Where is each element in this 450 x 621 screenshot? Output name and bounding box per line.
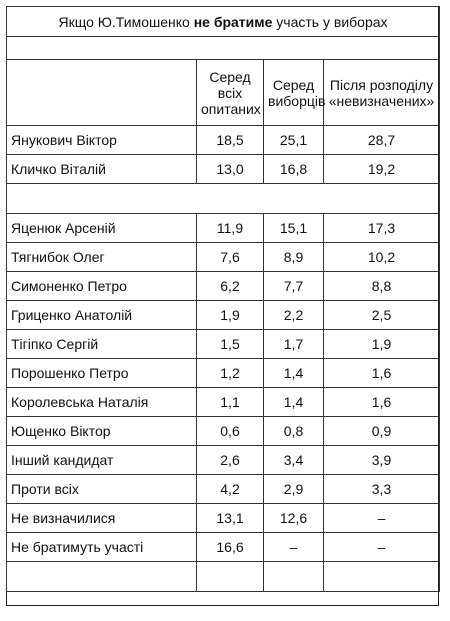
value-voters: 2,2 [263,300,324,330]
empty-row [6,561,441,592]
value-voters: 25,1 [263,125,324,155]
value-after-distribution: 1,9 [322,329,441,359]
table-row: Тягнибок Олег 7,6 8,9 10,2 [6,242,441,272]
value-voters: 0,8 [263,416,324,446]
value-after-distribution: 10,2 [322,242,441,272]
value-all-respondents: 16,6 [196,532,264,562]
title-suffix: участь у виборах [272,13,388,30]
value-after-distribution: 3,3 [322,474,441,504]
value-all-respondents: 13,0 [196,154,264,184]
value-voters: 1,4 [263,358,324,388]
value-after-distribution: 28,7 [322,125,441,155]
candidate-name: Ющенко Віктор [6,416,197,446]
value-voters: 8,9 [263,242,324,272]
candidate-name: Не братимуть участі [6,532,197,562]
column-header: Після розподілу «невизначених» [322,59,441,126]
table-row: Порошенко Петро 1,2 1,4 1,6 [6,358,441,388]
value-after-distribution: 1,6 [322,358,441,388]
column-header: Серед всіх опитаних [196,59,264,126]
value-all-respondents: 1,5 [196,329,264,359]
blank-row [5,36,441,60]
value-all-respondents: 6,2 [196,271,264,301]
table-row: Тігіпко Сергій 1,5 1,7 1,9 [6,329,441,359]
column-header: Серед виборців [263,59,325,126]
value-all-respondents: 1,9 [196,300,264,330]
value-after-distribution: 19,2 [322,154,441,184]
table-row: Симоненко Петро 6,2 7,7 8,8 [6,271,441,301]
value-all-respondents: 0,6 [196,416,264,446]
poll-table: Якщо Ю.Тимошенко не братиме участь у виб… [5,6,441,592]
value-voters: 2,9 [263,474,324,504]
value-all-respondents: 18,5 [196,125,264,155]
candidate-name: Інший кандидат [6,445,197,475]
table-row: Не братимуть участі 16,6– – [6,532,441,562]
candidate-name: Порошенко Петро [6,358,197,388]
value-voters: 16,8 [263,154,324,184]
value-after-distribution: 17,3 [322,213,441,243]
value-voters: – [263,532,324,562]
value-after-distribution: – [322,503,441,533]
title-bold: не братиме [193,13,273,30]
separator-row [5,183,441,214]
value-voters: 1,7 [263,329,324,359]
title-prefix: Якщо Ю.Тимошенко [58,13,194,30]
value-voters: 1,4 [263,387,324,417]
value-all-respondents: 4,2 [196,474,264,504]
header-empty-cell [6,59,197,126]
value-voters: 3,4 [263,445,324,475]
value-all-respondents: 7,6 [196,242,264,272]
value-after-distribution: 0,9 [322,416,441,446]
candidate-name: Королевська Наталія [6,387,197,417]
value-after-distribution: 1,6 [322,387,441,417]
candidate-name: Не визначилися [6,503,197,533]
table-row: Яценюк Арсеній 11,9 15,1 17,3 [6,213,441,243]
candidate-name: Проти всіх [6,474,197,504]
value-after-distribution: 8,8 [322,271,441,301]
value-all-respondents: 11,9 [196,213,264,243]
candidate-name: Тягнибок Олег [6,242,197,272]
table-row: Кличко Віталій 13,0 16,8 19,2 [6,154,441,184]
table-title: Якщо Ю.Тимошенко не братиме участь у виб… [5,6,441,37]
table-row: Проти всіх 4,2 2,9 3,3 [6,474,441,504]
value-voters: 15,1 [263,213,324,243]
value-all-respondents: 1,1 [196,387,264,417]
table-row: Не визначилися 13,1 12,6– [6,503,441,533]
candidate-name: Симоненко Петро [6,271,197,301]
value-all-respondents: 13,1 [196,503,264,533]
candidate-name: Тігіпко Сергій [6,329,197,359]
value-voters: 7,7 [263,271,324,301]
table-row: Ющенко Віктор 0,6 0,8 0,9 [6,416,441,446]
value-after-distribution: – [322,532,441,562]
table-row: Королевська Наталія 1,1 1,4 1,6 [6,387,441,417]
value-all-respondents: 2,6 [196,445,264,475]
table-row: Янукович Віктор 18,5 25,1 28,7 [6,125,441,155]
value-after-distribution: 3,9 [322,445,441,475]
table-row: Інший кандидат 2,6 3,4 3,9 [6,445,441,475]
table-row: Гриценко Анатолій 1,9 2,2 2,5 [6,300,441,330]
value-all-respondents: 1,2 [196,358,264,388]
header-row: Серед всіх опитаних Серед виборців Після… [6,59,441,126]
value-after-distribution: 2,5 [322,300,441,330]
title-row: Якщо Ю.Тимошенко не братиме участь у виб… [5,6,441,37]
candidate-name: Кличко Віталій [6,154,197,184]
value-voters: 12,6 [263,503,324,533]
candidate-name: Гриценко Анатолій [6,300,197,330]
candidate-name: Янукович Віктор [6,125,197,155]
candidate-name: Яценюк Арсеній [6,213,197,243]
